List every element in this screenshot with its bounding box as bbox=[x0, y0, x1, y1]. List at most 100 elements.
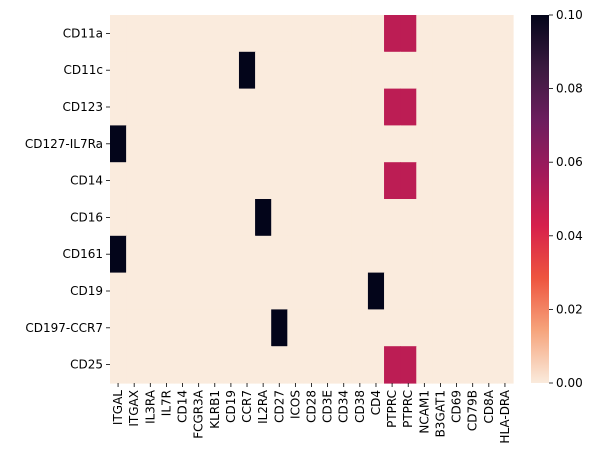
heatmap-cell bbox=[271, 346, 288, 384]
heatmap-cell bbox=[158, 346, 176, 384]
heatmap-cell bbox=[319, 272, 337, 310]
heatmap-cell bbox=[335, 88, 353, 126]
heatmap-cell bbox=[367, 88, 385, 126]
heatmap-cell bbox=[335, 15, 353, 53]
heatmap-cell bbox=[384, 88, 401, 126]
heatmap-cell bbox=[367, 162, 385, 200]
heatmap-cell bbox=[384, 309, 401, 347]
heatmap-cell bbox=[464, 235, 482, 274]
heatmap-cell bbox=[110, 199, 127, 237]
heatmap-cell bbox=[142, 125, 159, 163]
heatmap-cell bbox=[206, 88, 224, 126]
heatmap-cell bbox=[126, 235, 143, 274]
column-tick-label: CD8A bbox=[482, 389, 496, 423]
heatmap-cell bbox=[174, 51, 192, 90]
heatmap-cell bbox=[255, 199, 272, 237]
heatmap-cell bbox=[384, 15, 401, 53]
column-tick-label: IL3RA bbox=[143, 389, 157, 424]
heatmap-cell bbox=[238, 199, 256, 237]
heatmap-cell bbox=[432, 88, 450, 126]
heatmap-cell bbox=[303, 51, 321, 90]
heatmap-cell bbox=[480, 346, 498, 384]
row-tick-label: CD161 bbox=[62, 247, 103, 261]
heatmap-cell bbox=[222, 15, 240, 53]
heatmap-cell bbox=[206, 125, 224, 163]
heatmap-cell bbox=[110, 15, 127, 53]
heatmap-cell bbox=[110, 346, 127, 384]
heatmap-cell bbox=[416, 125, 433, 163]
heatmap-cell bbox=[448, 15, 466, 53]
column-tick-label: KLRB1 bbox=[208, 390, 222, 429]
heatmap-cell bbox=[110, 162, 127, 200]
heatmap-cell bbox=[400, 15, 417, 53]
heatmap-cell bbox=[238, 309, 256, 347]
heatmap-cell bbox=[303, 199, 321, 237]
heatmap-cell bbox=[432, 199, 450, 237]
heatmap-cell bbox=[335, 309, 353, 347]
heatmap-cell bbox=[110, 51, 127, 90]
row-tick-labels: CD11a CD11c CD123 CD127-IL7Ra CD14 CD16 CD161 C… bbox=[25, 26, 110, 372]
heatmap-cell bbox=[335, 51, 353, 90]
column-tick-label: ITGAL bbox=[111, 390, 125, 425]
column-tick-label: NCAM1 bbox=[417, 390, 431, 434]
heatmap-cell bbox=[142, 162, 159, 200]
heatmap-cell bbox=[416, 15, 433, 53]
heatmap-cell bbox=[416, 235, 433, 274]
heatmap-cell bbox=[464, 309, 482, 347]
heatmap-cell bbox=[142, 235, 159, 274]
heatmap-cell bbox=[206, 15, 224, 53]
heatmap-cell bbox=[400, 272, 417, 310]
heatmap-cell bbox=[464, 88, 482, 126]
heatmap-cell bbox=[174, 199, 192, 237]
heatmap-cell bbox=[238, 88, 256, 126]
heatmap-cell bbox=[206, 235, 224, 274]
heatmap-cell bbox=[238, 125, 256, 163]
heatmap-cell bbox=[222, 125, 240, 163]
heatmap-cell bbox=[416, 199, 433, 237]
heatmap-cell bbox=[303, 88, 321, 126]
heatmap-cell bbox=[351, 15, 369, 53]
heatmap-cell bbox=[190, 346, 208, 384]
heatmap-cell bbox=[174, 346, 192, 384]
heatmap-cell bbox=[319, 162, 337, 200]
heatmap-cell bbox=[303, 309, 321, 347]
heatmap-cell bbox=[271, 235, 288, 274]
heatmap-cell bbox=[464, 125, 482, 163]
heatmap-cell bbox=[384, 272, 401, 310]
heatmap-cell bbox=[367, 346, 385, 384]
heatmap-cell bbox=[271, 162, 288, 200]
heatmap-cell bbox=[238, 15, 256, 53]
heatmap-cell bbox=[448, 309, 466, 347]
heatmap-cell bbox=[496, 199, 514, 237]
heatmap-cell bbox=[271, 88, 288, 126]
heatmap-cell bbox=[367, 15, 385, 53]
heatmap-cell bbox=[126, 346, 143, 384]
heatmap-cell bbox=[255, 125, 272, 163]
heatmap-cell bbox=[110, 309, 127, 347]
heatmap-cell bbox=[110, 235, 127, 274]
heatmap-cell bbox=[367, 51, 385, 90]
heatmap-cell bbox=[126, 15, 143, 53]
heatmap-cell bbox=[335, 162, 353, 200]
heatmap-cell bbox=[464, 51, 482, 90]
row-tick-label: CD197-CCR7 bbox=[25, 321, 103, 335]
heatmap-cell bbox=[142, 88, 159, 126]
heatmap-cell bbox=[255, 88, 272, 126]
heatmap-cell bbox=[432, 235, 450, 274]
row-tick-label: CD14 bbox=[70, 174, 103, 188]
heatmap-cell bbox=[319, 15, 337, 53]
heatmap-cell bbox=[287, 346, 305, 384]
heatmap-cell bbox=[190, 235, 208, 274]
column-tick-label: CD14 bbox=[176, 390, 190, 423]
heatmap-cell bbox=[303, 125, 321, 163]
heatmap-cell bbox=[448, 235, 466, 274]
row-tick-label: CD11c bbox=[64, 63, 104, 77]
heatmap-cell bbox=[238, 346, 256, 384]
heatmap-cell bbox=[335, 199, 353, 237]
heatmap-cell bbox=[480, 199, 498, 237]
heatmap-cell bbox=[287, 88, 305, 126]
heatmap-cell bbox=[271, 51, 288, 90]
column-tick-label: CD27 bbox=[272, 390, 286, 423]
heatmap-cell bbox=[432, 51, 450, 90]
column-tick-label: ITGAX bbox=[127, 390, 141, 427]
